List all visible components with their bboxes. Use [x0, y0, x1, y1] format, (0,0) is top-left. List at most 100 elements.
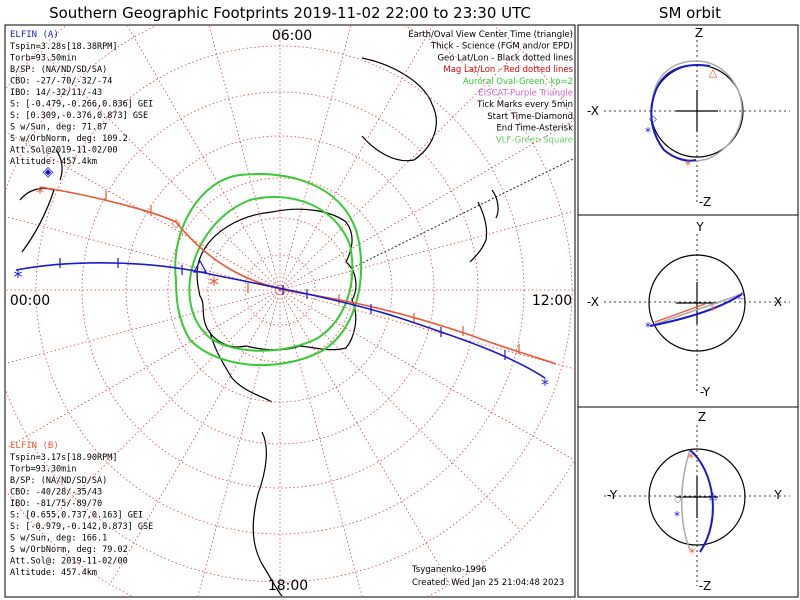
elfin-a-info-line: CBO: -27/-70/-32/-74 — [10, 77, 112, 87]
coastlines — [19, 57, 499, 596]
model-name: Tsyganenko-1996 — [411, 565, 487, 575]
orbit-xy-bottom: -Y — [700, 385, 711, 399]
orbit-panels: * * △ ◇ Z -Z -X * * △ Y -Y -X X — [577, 24, 799, 598]
orbit-panel-xz: * * △ ◇ Z -Z -X — [587, 26, 790, 209]
svg-text:◇: ◇ — [674, 494, 682, 505]
elfin-a-start-asterisk: * — [14, 267, 23, 288]
legend-item: EISCAT-Purple Triangle — [478, 89, 573, 99]
mag-meridian-line — [6, 289, 281, 449]
orbit-yz-bottom: -Z — [699, 579, 712, 593]
orbit-xy-top: Y — [695, 220, 704, 234]
mag-meridian-line — [127, 26, 281, 291]
elfin-b-end-asterisk: * — [209, 273, 219, 297]
elfin-b-info-line: Att.Sol@: 2019-11-02/00 — [10, 557, 128, 567]
legend: Earth/Oval View Center Time (triangle) Th… — [408, 30, 573, 145]
mag-meridian-line — [6, 216, 281, 291]
mag-meridian-line — [279, 289, 363, 596]
elfin-b-info-line: B/SP: (NA/ND/SD/SA) — [10, 476, 107, 486]
elfin-a-track: * * ◈ — [14, 164, 550, 394]
mag-meridian-line — [279, 289, 574, 370]
legend-item: VLF-Green Square — [496, 135, 573, 145]
elfin-b-start-diamond: ◇ — [171, 216, 181, 230]
svg-text:*: * — [689, 546, 695, 560]
elfin-a-center-diamond: ◈ — [43, 164, 54, 180]
elfin-b-info-line: CBO: -40/28/-35/43 — [10, 488, 102, 498]
elfin-b-start-asterisk: * — [36, 183, 44, 202]
legend-item: Auroral Oval-Green, kp=2 — [463, 77, 573, 87]
elfin-a-info-line: IBO: 14/-32/11/-43 — [10, 88, 102, 98]
mag-meridian-line — [6, 131, 281, 291]
elfin-b-info: ELFIN (B) Tspin=3.17s[18.90RPM] Torb=93.3… — [10, 441, 153, 578]
elfin-a-info-line: Torb=93.50min — [10, 54, 77, 64]
legend-item: Start Time-Diamond — [487, 112, 573, 122]
elfin-b-name: ELFIN (B) — [10, 441, 59, 451]
orbit-xy-right: X — [774, 295, 782, 309]
auroral-oval — [174, 173, 363, 367]
elfin-a-info-line: S: [0.309,-0.376,0.873] GSE — [10, 111, 148, 121]
elfin-a-info-line: S: [-0.479,-0.266,0.836] GEI — [10, 100, 153, 110]
elfin-a-view-triangle — [192, 259, 208, 273]
orbit-yz-right: Y — [773, 488, 782, 502]
elfin-b-info-line: Tspin=3.17s[18.90RPM] — [10, 453, 117, 463]
elfin-b-info-line: S w/Sun, deg: 166.1 — [10, 534, 107, 544]
mag-meridian-line — [39, 49, 281, 291]
map-frame — [4, 24, 576, 598]
legend-item: Earth/Oval View Center Time (triangle) — [408, 30, 573, 40]
elfin-b-info-line: S: [0.655,0.737,0.163] GEI — [10, 511, 143, 521]
orbit-frame — [577, 24, 799, 598]
svg-text:*: * — [710, 303, 716, 317]
orbit-yz-top: Z — [698, 410, 706, 424]
svg-text:△: △ — [738, 290, 746, 301]
mag-meridian-line — [39, 289, 281, 531]
mag-meridian-line — [279, 210, 574, 291]
mag-meridian-line — [279, 119, 574, 291]
orbit-yz-left: -Y — [607, 488, 618, 502]
svg-text:△: △ — [709, 491, 717, 502]
mag-meridian-line — [6, 289, 281, 364]
elfin-a-info: ELFIN (A) Tspin=3.28s[18.38RPM] Torb=93.5… — [10, 30, 153, 167]
mag-meridian-line — [197, 289, 281, 596]
orbit-panel-xy: * * △ Y -Y -X X — [587, 220, 790, 399]
mag-meridian-line — [279, 289, 451, 585]
orbit-xy-left: -X — [587, 295, 599, 309]
mag-meridian-line — [208, 26, 281, 291]
orbit-panel-yz: * * * ◇ △ Z -Z -Y Y — [604, 410, 790, 593]
elfin-a-info-line: B/SP: (NA/ND/SD/SA) — [10, 65, 107, 75]
elfin-a-info-line: Tspin=3.28s[18.38RPM] — [10, 42, 117, 52]
hour-label-top: 06:00 — [272, 28, 312, 44]
hour-label-bottom: 18:00 — [268, 578, 308, 594]
orbit-xz-left: -X — [587, 104, 599, 118]
elfin-b-info-line: S w/OrbNorm, deg: 79.02 — [10, 545, 128, 555]
svg-text:△: △ — [709, 66, 718, 79]
legend-item: Geo Lat/Lon - Black dotted lines — [437, 53, 573, 63]
orbit-xz-bottom: -Z — [699, 195, 712, 209]
hour-label-right: 12:00 — [532, 293, 572, 309]
mag-meridian-line — [279, 26, 433, 291]
elfin-a-end-asterisk: * — [541, 375, 549, 394]
elfin-a-info-line: Att.Sol@2019-11-02/00 — [10, 146, 117, 156]
elfin-b-info-line: Altitude: 457.4km — [10, 568, 97, 578]
mag-meridian-line — [279, 289, 574, 461]
figure-title: Southern Geographic Footprints 2019-11-0… — [49, 4, 531, 22]
elfin-a-info-line: S w/OrbNorm, deg: 109.2 — [10, 134, 128, 144]
elfin-a-info-line: S w/Sun, deg: 71.87 — [10, 123, 107, 133]
elfin-b-info-line: S: [-0.979,-0.142,0.873] GSE — [10, 522, 153, 532]
mag-meridian-line — [279, 49, 521, 291]
svg-text:*: * — [688, 451, 694, 465]
orbit-xz-top: Z — [695, 26, 703, 40]
mag-meridian-line — [279, 289, 521, 531]
hour-label-left: 00:00 — [10, 293, 50, 309]
elfin-b-info-line: IBO: -81/75/-89/70 — [10, 499, 102, 509]
map-panel: ◇ * * * * ◈ — [4, 24, 576, 598]
legend-item: Mag Lat/Lon - Red dotted lines — [443, 65, 573, 75]
svg-text:*: * — [645, 125, 651, 139]
elfin-b-info-line: Torb=93.30min — [10, 465, 77, 475]
svg-text:*: * — [674, 509, 680, 523]
svg-text:◇: ◇ — [649, 114, 657, 125]
mag-meridian-line — [279, 26, 352, 291]
legend-item: Thick - Science (FGM and/or EPD) — [430, 42, 573, 52]
svg-text:*: * — [645, 320, 651, 334]
svg-text:*: * — [685, 158, 691, 172]
geo-grid-line — [351, 157, 574, 269]
created-date: Created: Wed Jan 25 21:04:48 2023 — [412, 578, 564, 588]
